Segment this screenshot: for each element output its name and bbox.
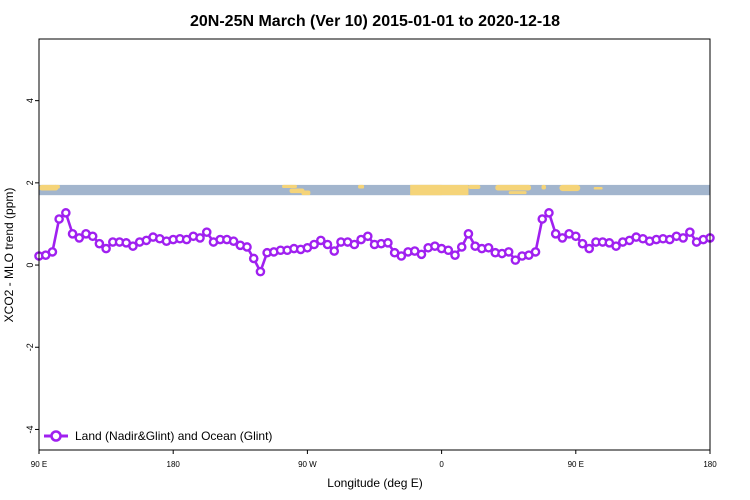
data-point — [316, 235, 326, 246]
series-layer — [34, 208, 715, 277]
data-point — [101, 243, 111, 254]
data-point — [584, 243, 595, 254]
data-point — [94, 238, 105, 249]
data-point — [503, 247, 514, 257]
y-axis: -4 -2 0 2 4 — [25, 98, 39, 433]
x-tick-label: 180 — [703, 460, 717, 469]
x-axis-label: Longitude (deg E) — [327, 476, 422, 490]
data-point — [74, 233, 85, 243]
data-point — [483, 242, 494, 253]
world-map-band — [39, 184, 710, 196]
y-tick-label: -4 — [25, 425, 35, 433]
ocean-band — [39, 184, 710, 196]
data-point — [228, 236, 239, 247]
data-point — [128, 241, 138, 251]
land-mass-10 — [508, 191, 527, 195]
data-point — [195, 233, 205, 243]
land-mass-9 — [495, 184, 532, 191]
data-point — [530, 247, 541, 257]
data-point — [416, 249, 427, 260]
data-point — [255, 266, 266, 277]
data-point — [87, 231, 98, 242]
x-tick-label: 0 — [439, 460, 444, 469]
land-mass-africa — [410, 184, 442, 196]
legend-label: Land (Nadir&Glint) and Ocean (Glint) — [75, 429, 272, 443]
land-mass-4 — [289, 188, 305, 194]
x-axis: 90 E 180 90 W 0 90 E 180 — [31, 450, 717, 469]
land-mass-2 — [53, 184, 60, 189]
land-mass-6 — [358, 184, 365, 189]
y-tick-label: 4 — [25, 98, 35, 103]
land-mass-1 — [39, 184, 59, 191]
data-point — [54, 214, 64, 224]
land-mass-5 — [301, 190, 311, 196]
chart-title: 20N-25N March (Ver 10) 2015-01-01 to 202… — [190, 13, 560, 30]
data-point — [443, 245, 454, 256]
data-point — [463, 229, 474, 239]
x-tick-label: 180 — [167, 460, 181, 469]
data-point — [362, 231, 373, 242]
data-point — [611, 241, 621, 251]
land-mass-13 — [593, 186, 603, 190]
data-point — [396, 251, 407, 261]
x-tick-label: 90 E — [568, 460, 584, 469]
x-tick-label: 90 W — [298, 460, 317, 469]
y-tick-label: 0 — [25, 263, 35, 268]
data-point — [510, 255, 521, 265]
data-point — [557, 233, 568, 243]
land-mass-3 — [282, 184, 297, 188]
data-point — [456, 242, 467, 252]
data-point — [571, 231, 581, 242]
y-tick-label: 2 — [25, 180, 35, 185]
land-mass-12 — [559, 184, 581, 192]
data-point — [329, 246, 340, 256]
y-tick-label: -2 — [25, 343, 35, 351]
data-point — [309, 239, 319, 250]
data-point — [349, 239, 360, 250]
data-point — [242, 242, 252, 252]
y-axis-label: XCO2 - MLO trend (ppm) — [2, 188, 16, 323]
data-point — [537, 214, 548, 224]
data-point — [577, 238, 588, 249]
data-point — [685, 227, 695, 237]
data-point — [201, 227, 212, 237]
data-point — [544, 208, 554, 218]
land-mass-8 — [468, 184, 481, 190]
data-point — [550, 229, 561, 239]
data-point — [47, 247, 58, 257]
x-tick-label: 90 E — [31, 460, 47, 469]
legend-marker — [50, 430, 62, 442]
data-point — [678, 233, 688, 243]
data-point — [67, 229, 78, 239]
data-point — [383, 238, 393, 248]
legend: Land (Nadir&Glint) and Ocean (Glint) — [44, 429, 272, 443]
land-mass-11 — [541, 184, 546, 190]
data-point — [322, 239, 333, 250]
data-point — [248, 253, 259, 264]
data-point — [450, 250, 460, 260]
data-point — [61, 208, 71, 218]
plot-frame — [38, 38, 711, 451]
